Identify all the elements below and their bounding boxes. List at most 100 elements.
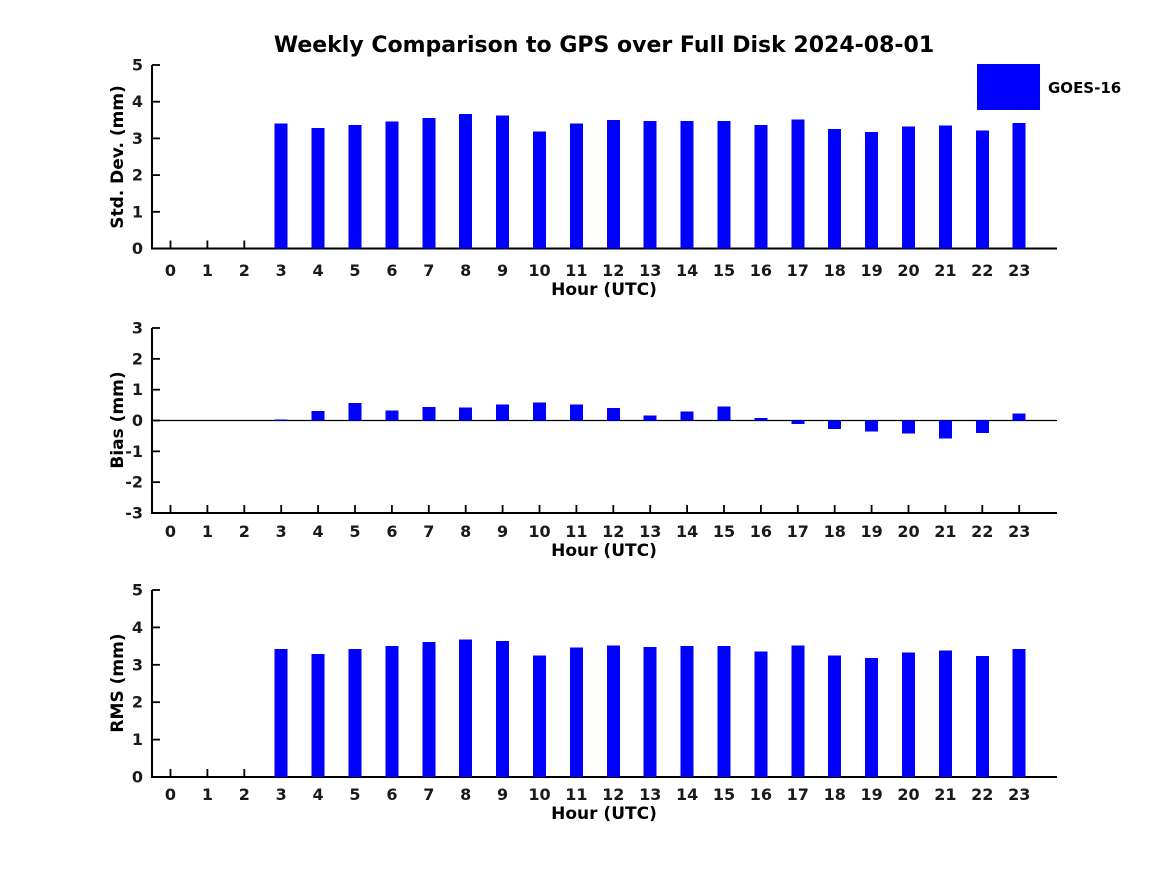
x-tick-label: 19 <box>860 785 882 804</box>
x-tick-label: 3 <box>276 261 287 280</box>
x-tick-label: 12 <box>602 522 624 541</box>
bar-hour-23 <box>1012 649 1026 777</box>
x-tick-label: 16 <box>750 522 772 541</box>
x-tick-label: 0 <box>165 261 176 280</box>
legend-label: GOES-16 <box>1048 79 1121 97</box>
x-tick-label: 6 <box>386 261 397 280</box>
ylabel-rms: RMS (mm) <box>108 633 128 732</box>
x-tick-label: 1 <box>202 522 213 541</box>
bar-hour-20 <box>902 420 915 434</box>
x-tick-label: 13 <box>639 522 661 541</box>
bar-hour-9 <box>496 404 510 421</box>
bar-hour-13 <box>643 121 657 249</box>
x-tick-label: 10 <box>528 261 550 280</box>
x-tick-label: 12 <box>602 261 624 280</box>
x-tick-label: 13 <box>639 261 661 280</box>
bar-hour-6 <box>385 646 399 777</box>
x-tick-label: 11 <box>565 261 587 280</box>
y-tick-label: 5 <box>132 581 143 600</box>
x-tick-label: 20 <box>897 785 919 804</box>
x-tick-label: 7 <box>423 785 434 804</box>
x-tick-label: 0 <box>165 522 176 541</box>
y-tick-label: 5 <box>132 56 143 75</box>
bar-hour-10 <box>533 131 546 249</box>
chart-title: Weekly Comparison to GPS over Full Disk … <box>274 33 934 58</box>
x-tick-label: 9 <box>497 261 508 280</box>
legend-swatch <box>977 64 1040 110</box>
x-tick-label: 14 <box>676 785 698 804</box>
bar-hour-16 <box>754 418 768 421</box>
bar-hour-23 <box>1012 413 1026 421</box>
x-tick-label: 12 <box>602 785 624 804</box>
y-tick-label: 4 <box>132 92 143 111</box>
x-tick-label: 16 <box>750 261 772 280</box>
plot-bias: 0 1 2 3 4 5 6 7 8 9 10 11 12 13 14 15 16 17 18 19 20 21 22 23-3… <box>125 319 1057 541</box>
x-tick-label: 8 <box>460 785 471 804</box>
x-tick-label: 7 <box>423 522 434 541</box>
x-tick-label: 1 <box>202 785 213 804</box>
bar-hour-18 <box>828 655 842 777</box>
bar-hour-9 <box>496 640 510 777</box>
bar-hour-13 <box>643 647 657 777</box>
x-tick-label: 7 <box>423 261 434 280</box>
bar-hour-22 <box>975 420 989 433</box>
bar-hour-11 <box>569 647 583 777</box>
x-tick-label: 2 <box>239 261 250 280</box>
x-tick-label: 11 <box>565 522 587 541</box>
bar-hour-5 <box>348 125 362 249</box>
bar-hour-4 <box>311 410 325 421</box>
bar-hour-7 <box>422 406 436 421</box>
x-tick-label: 19 <box>860 261 882 280</box>
y-tick-label: 1 <box>132 202 143 221</box>
bar-hour-21 <box>938 650 952 777</box>
y-tick-label: -1 <box>125 442 143 461</box>
bar-hour-18 <box>828 129 842 249</box>
plots: 0 1 2 3 4 5 6 7 8 9 10 11 12 13 14 15 16 17 18 19 20 21 22 2301… <box>125 56 1057 804</box>
bar-hour-19 <box>865 420 879 432</box>
bar-hour-23 <box>1012 122 1026 249</box>
x-tick-label: 21 <box>934 785 956 804</box>
x-tick-label: 9 <box>497 522 508 541</box>
bar-hour-14 <box>680 411 694 421</box>
x-tick-label: 15 <box>713 785 735 804</box>
bar-hour-11 <box>569 404 583 421</box>
bar-hour-14 <box>680 121 694 249</box>
y-tick-label: 4 <box>132 618 143 637</box>
x-tick-label: 15 <box>713 261 735 280</box>
y-tick-label: 3 <box>132 129 143 148</box>
bar-hour-8 <box>459 407 473 421</box>
y-tick-label: 0 <box>132 768 143 787</box>
bar-hour-6 <box>385 410 399 421</box>
legend: GOES-16 <box>977 64 1121 110</box>
bar-hour-21 <box>938 420 952 439</box>
bar-hour-15 <box>717 121 731 249</box>
bar-hour-13 <box>643 415 657 421</box>
bar-hour-4 <box>311 653 325 777</box>
x-tick-label: 6 <box>386 785 397 804</box>
bar-hour-22 <box>975 656 989 777</box>
bar-hour-14 <box>680 646 694 777</box>
ylabel-std-dev: Std. Dev. (mm) <box>108 85 128 229</box>
xlabel-rms: Hour (UTC) <box>551 804 657 824</box>
bar-hour-6 <box>385 121 399 249</box>
bar-hour-19 <box>865 131 879 249</box>
x-tick-label: 3 <box>276 522 287 541</box>
x-tick-label: 4 <box>313 522 324 541</box>
x-tick-label: 4 <box>313 785 324 804</box>
x-tick-label: 14 <box>676 261 698 280</box>
x-tick-label: 5 <box>349 261 360 280</box>
bar-hour-15 <box>717 646 731 777</box>
x-tick-label: 22 <box>971 261 993 280</box>
y-tick-label: 2 <box>132 166 143 185</box>
bar-hour-15 <box>717 406 731 421</box>
x-tick-label: 9 <box>497 785 508 804</box>
bar-hour-10 <box>533 655 546 777</box>
x-tick-label: 14 <box>676 522 698 541</box>
y-tick-label: -2 <box>125 473 143 492</box>
plot-rms: 0 1 2 3 4 5 6 7 8 9 10 11 12 13 14 15 16 17 18 19 20 21 22 2301… <box>132 581 1057 804</box>
bar-hour-12 <box>606 645 620 777</box>
y-tick-label: 0 <box>132 411 143 430</box>
bar-hour-18 <box>828 420 842 430</box>
bar-hour-19 <box>865 658 879 777</box>
